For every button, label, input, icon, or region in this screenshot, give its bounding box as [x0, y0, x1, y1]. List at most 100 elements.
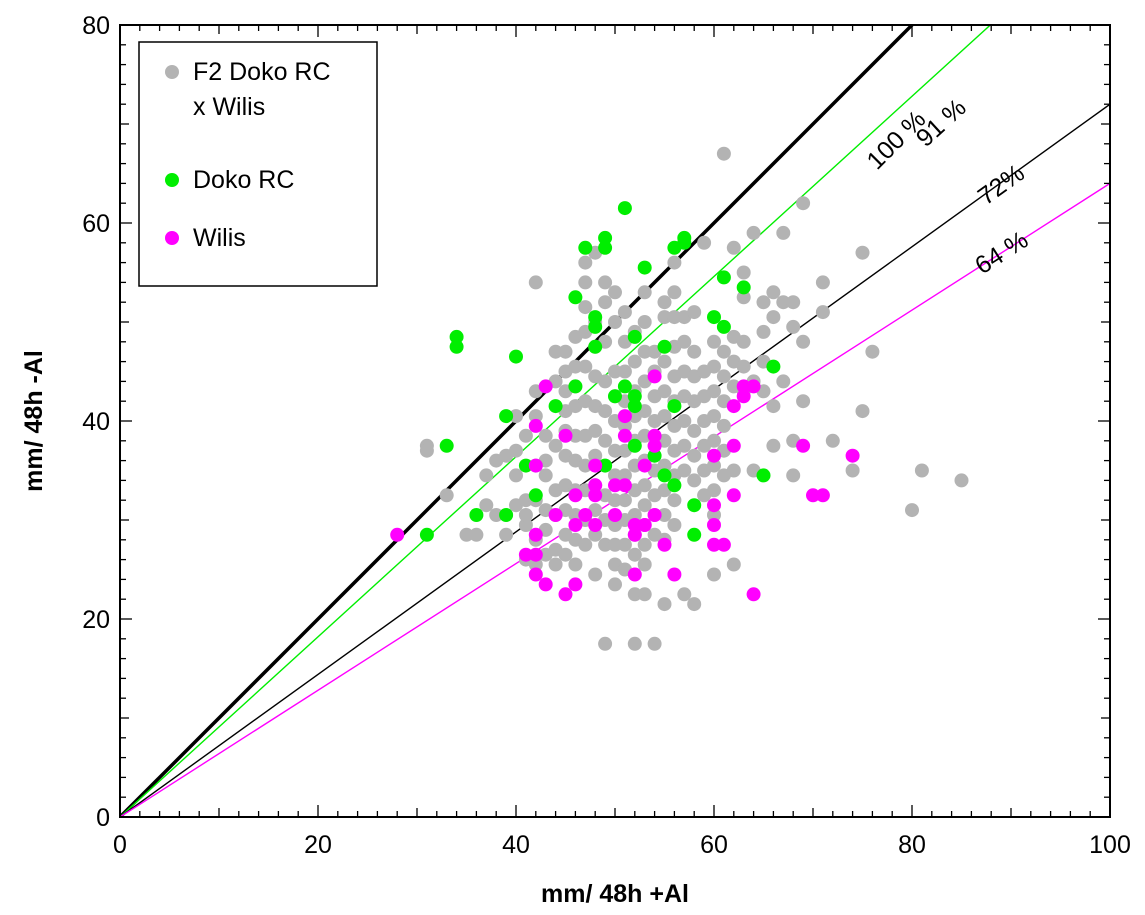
- data-point: [598, 230, 613, 245]
- data-point: [509, 409, 523, 424]
- data-point: [746, 379, 761, 394]
- data-point: [627, 329, 642, 344]
- data-point: [687, 527, 702, 542]
- data-point: [538, 379, 553, 394]
- data-point: [736, 265, 751, 280]
- data-point: [825, 433, 840, 448]
- data-point: [608, 508, 622, 522]
- data-point: [786, 295, 801, 310]
- data-point: [568, 488, 583, 503]
- data-point: [568, 557, 583, 572]
- data-point: [419, 527, 434, 542]
- legend-box: [138, 41, 378, 287]
- data-point: [736, 379, 751, 394]
- data-point: [578, 537, 593, 552]
- data-point: [687, 344, 702, 359]
- data-point: [796, 196, 811, 211]
- data-point: [518, 518, 533, 532]
- data-point: [756, 295, 771, 310]
- data-point: [707, 409, 721, 424]
- data-point: [617, 379, 632, 394]
- data-point: [627, 547, 642, 562]
- legend-label: Wilis: [193, 224, 246, 252]
- data-point: [548, 399, 563, 414]
- data-point: [776, 225, 791, 240]
- data-point: [657, 339, 672, 354]
- data-point: [786, 319, 801, 334]
- data-point: [726, 438, 741, 453]
- reference-line-label: 91 %: [911, 94, 972, 153]
- data-point: [687, 448, 702, 463]
- data-point: [677, 414, 692, 428]
- data-point: [627, 508, 642, 522]
- data-point: [657, 508, 672, 522]
- data-point: [776, 295, 791, 310]
- data-point: [726, 557, 741, 572]
- data-point: [617, 364, 632, 379]
- data-point: [627, 438, 642, 453]
- data-point: [657, 458, 672, 473]
- data-point: [538, 468, 553, 483]
- data-point: [617, 478, 632, 493]
- data-point: [548, 344, 563, 359]
- data-point: [647, 508, 662, 522]
- data-point: [528, 547, 543, 562]
- data-point: [588, 310, 603, 325]
- data-point: [657, 295, 672, 310]
- data-point: [558, 428, 573, 443]
- data-point: [815, 275, 830, 290]
- data-point: [608, 468, 622, 483]
- data-point: [707, 458, 721, 473]
- data-point: [548, 557, 563, 572]
- data-point: [647, 438, 662, 453]
- legend-label: x Wilis: [193, 93, 265, 121]
- data-point: [588, 339, 603, 354]
- data-point: [528, 418, 543, 433]
- data-point: [736, 280, 751, 295]
- data-point: [637, 428, 652, 443]
- data-point: [608, 364, 622, 379]
- data-point: [806, 488, 820, 503]
- data-point: [667, 478, 682, 493]
- data-point: [578, 300, 593, 315]
- data-point: [687, 597, 702, 612]
- data-point: [479, 468, 494, 483]
- data-point: [855, 404, 870, 419]
- data-point: [538, 577, 553, 592]
- data-point: [627, 389, 642, 404]
- data-point: [746, 587, 761, 602]
- data-point: [627, 527, 642, 542]
- data-point: [578, 458, 593, 473]
- x-tick-label: 0: [113, 831, 127, 859]
- data-point: [637, 557, 652, 572]
- data-point: [707, 433, 721, 448]
- data-point: [726, 463, 741, 478]
- data-point: [588, 448, 603, 463]
- data-point: [716, 146, 731, 161]
- data-point: [736, 290, 751, 305]
- data-point: [608, 493, 622, 508]
- y-tick-label: 60: [82, 210, 110, 238]
- data-point: [617, 537, 632, 552]
- data-point: [657, 310, 672, 325]
- data-point: [707, 310, 721, 325]
- data-point: [914, 463, 929, 478]
- data-point: [677, 235, 692, 250]
- data-point: [588, 478, 603, 493]
- data-point: [766, 310, 781, 325]
- data-points: [390, 146, 969, 651]
- data-point: [568, 518, 583, 532]
- data-point: [716, 344, 731, 359]
- axes: 0 20 40 60 80 100 0 20 40 60 80: [82, 12, 1131, 859]
- data-point: [657, 537, 672, 552]
- data-point: [489, 508, 504, 522]
- data-point: [588, 488, 603, 503]
- data-point: [716, 319, 731, 334]
- data-point: [766, 359, 781, 374]
- data-point: [588, 458, 603, 473]
- data-point: [548, 508, 563, 522]
- data-point: [598, 404, 613, 419]
- data-point: [469, 508, 484, 522]
- data-point: [627, 636, 642, 651]
